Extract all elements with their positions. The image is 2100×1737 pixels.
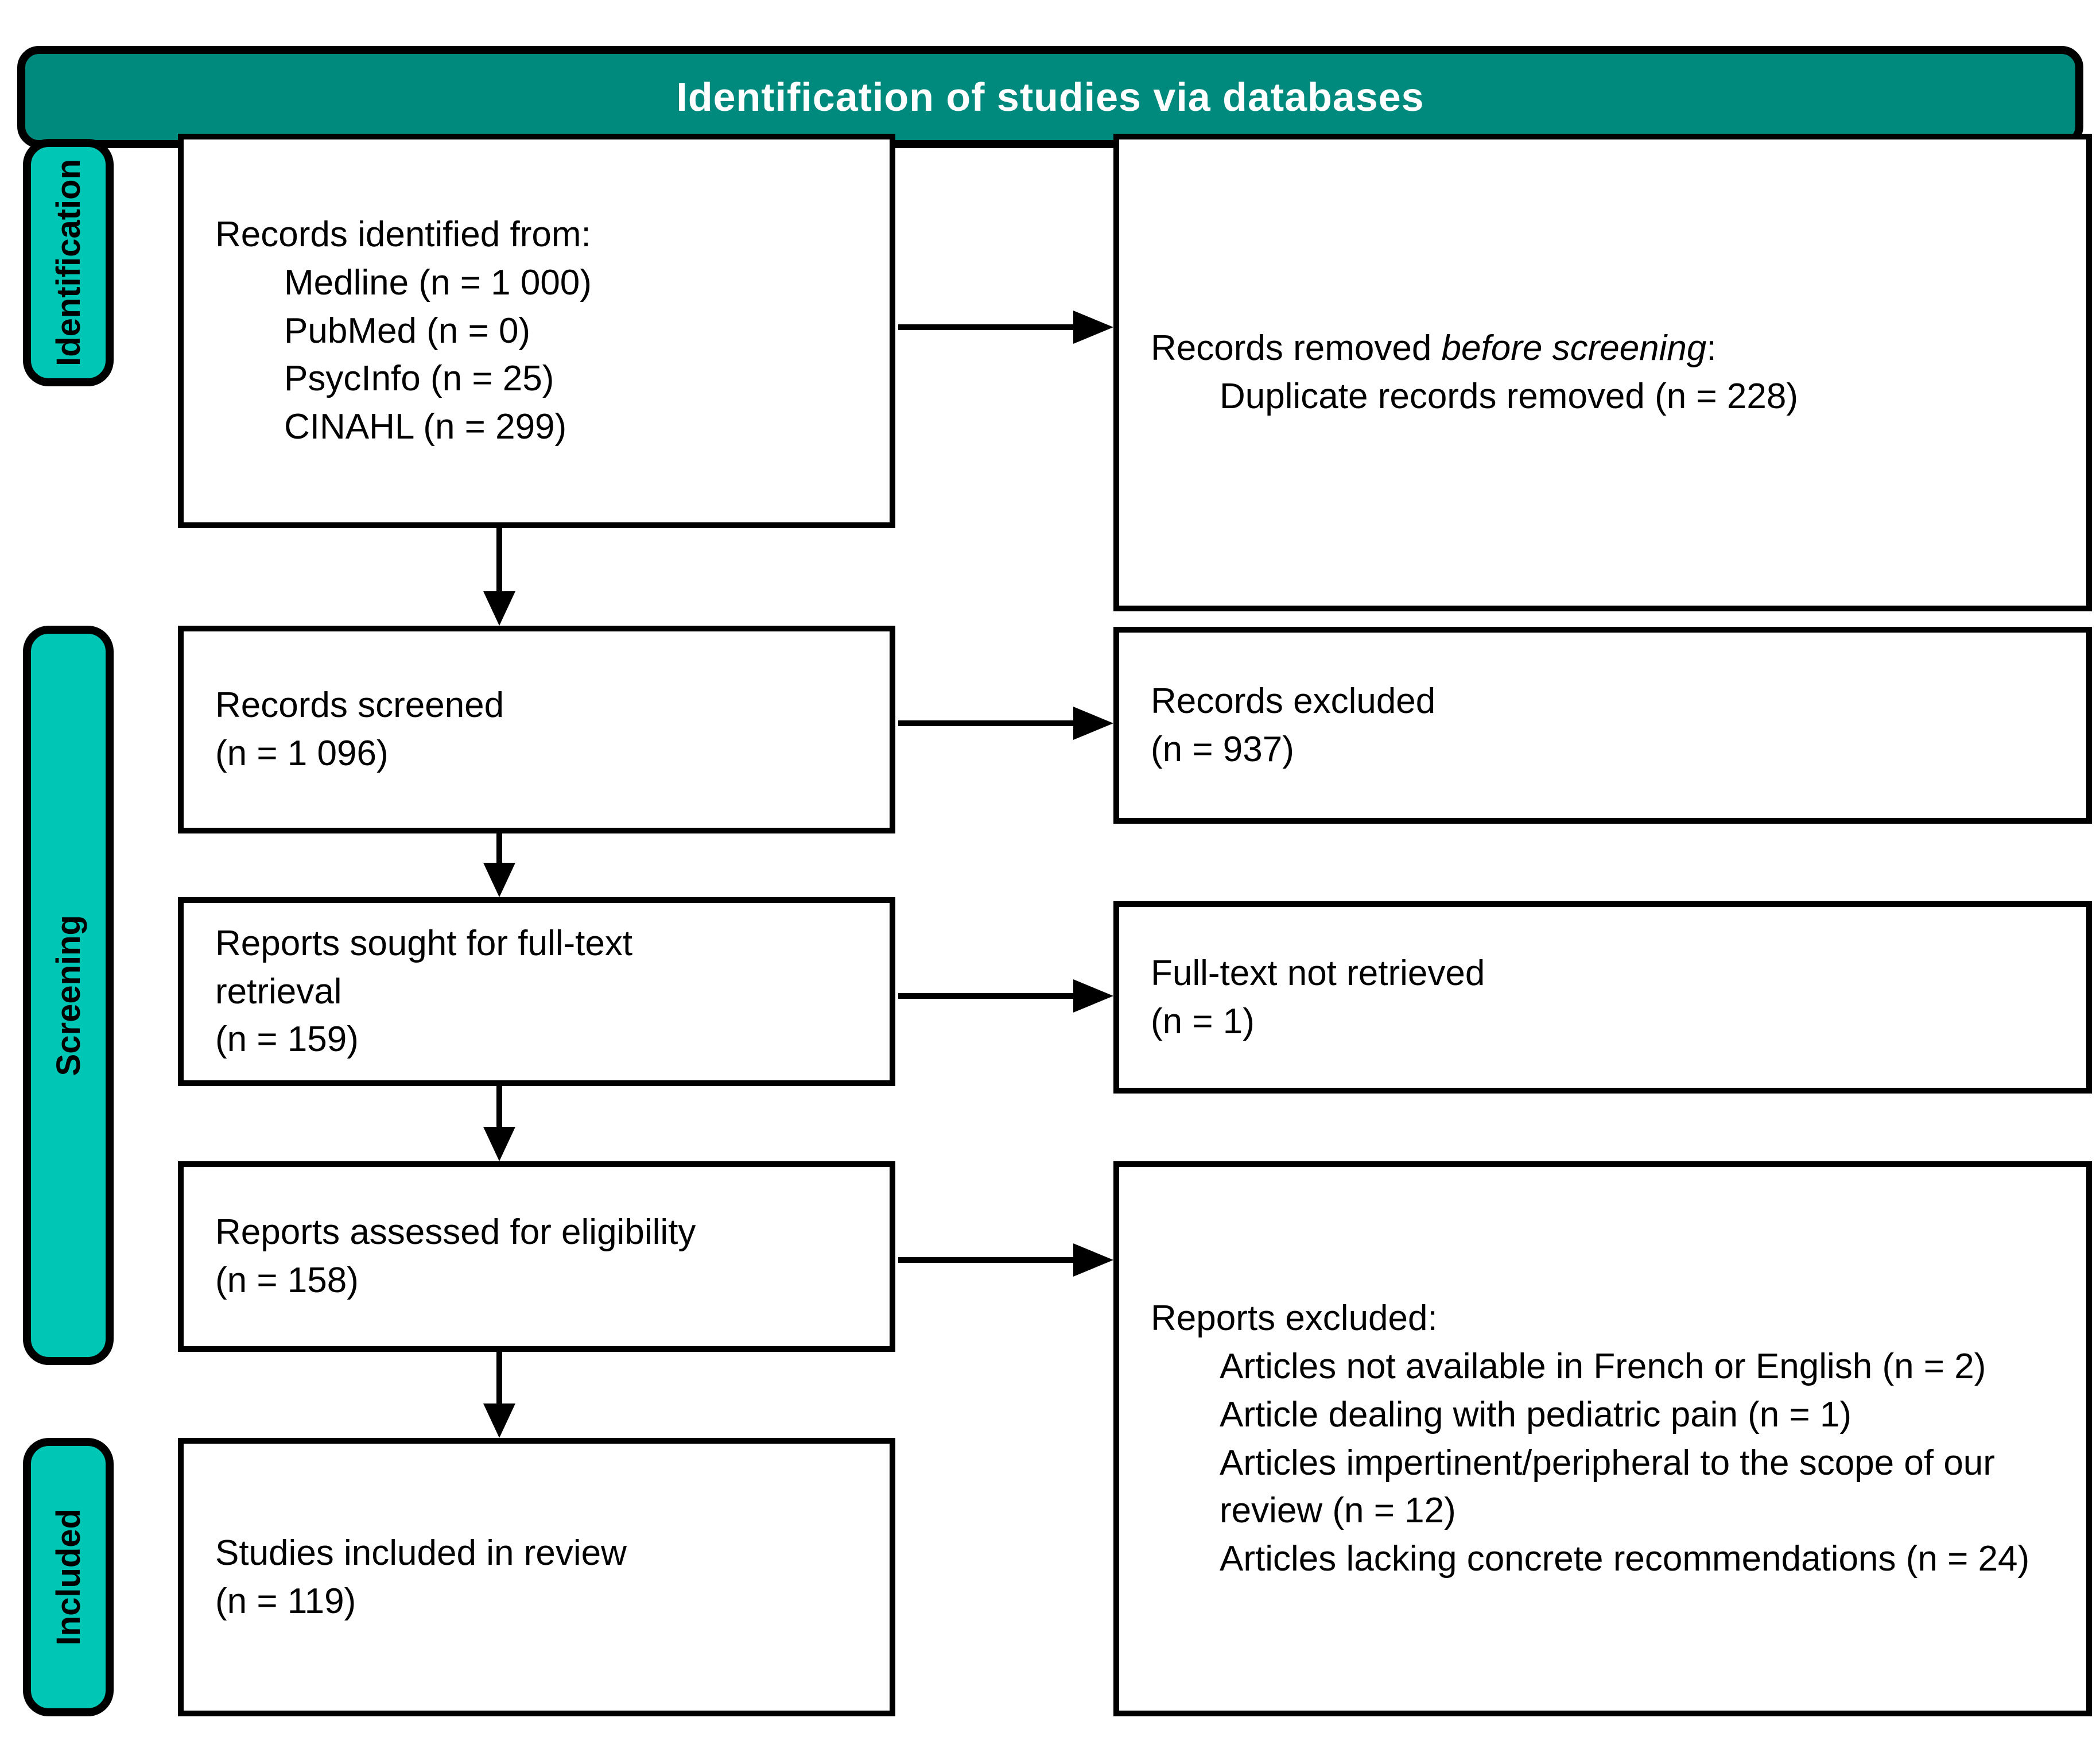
reports-excluded-item: Article dealing with pediatric pain (n =… — [1220, 1394, 1852, 1434]
stage-label-identification: Identification — [23, 139, 114, 386]
box-records-identified: Records identified from: Medline (n = 1 … — [178, 134, 895, 528]
stage-label-screening: Screening — [23, 626, 114, 1365]
box-reports-assessed: Reports assessed for eligibility (n = 15… — [178, 1161, 895, 1352]
database-item: Medline (n = 1 000) — [284, 262, 592, 303]
box-records-excluded-count: (n = 937) — [1151, 729, 1294, 769]
box-records-screened-line1: Records screened — [215, 685, 504, 726]
arrow-screened-to-excluded-head — [1073, 707, 1113, 740]
box-records-identified-title: Records identified from: — [215, 215, 591, 255]
arrow-identified-to-removed-line — [898, 324, 1073, 330]
box-fulltext-not-retrieved-count: (n = 1) — [1151, 1001, 1255, 1041]
box-studies-included-line1: Studies included in review — [215, 1533, 627, 1573]
box-reports-excluded-title: Reports excluded: — [1151, 1298, 1438, 1339]
box-records-removed: Records removed before screening: Duplic… — [1113, 134, 2092, 611]
header-title: Identification of studies via databases — [676, 75, 1424, 119]
records-removed-title-prefix: Records removed — [1151, 328, 1442, 369]
records-removed-item: Duplicate records removed (n = 228) — [1220, 377, 1798, 416]
records-removed-title-suffix: : — [1706, 328, 1717, 369]
stage-label-screening-text: Screening — [49, 914, 87, 1076]
arrow-identified-to-screened-head — [483, 591, 515, 626]
box-studies-included: Studies included in review (n = 119) — [178, 1438, 895, 1716]
box-reports-sought-line2: retrieval — [215, 971, 342, 1011]
box-reports-assessed-line1: Reports assessed for eligibility — [215, 1212, 696, 1253]
arrow-sought-to-notretrieved-head — [1073, 979, 1113, 1013]
arrow-sought-to-assessed-head — [483, 1127, 515, 1161]
arrow-identified-to-screened-line — [496, 528, 502, 594]
box-reports-sought-line1: Reports sought for full-text — [215, 923, 633, 963]
box-studies-included-count: (n = 119) — [215, 1581, 356, 1621]
box-fulltext-not-retrieved-line1: Full-text not retrieved — [1151, 953, 1485, 993]
database-item: PsycInfo (n = 25) — [284, 359, 554, 399]
box-records-excluded-line1: Records excluded — [1151, 681, 1436, 721]
arrow-screened-to-excluded-line — [898, 720, 1073, 726]
arrow-screened-to-sought-line — [496, 833, 502, 866]
arrow-assessed-to-reportsexcluded-line — [898, 1257, 1073, 1263]
database-item: PubMed (n = 0) — [284, 311, 531, 351]
box-reports-excluded: Reports excluded: Articles not available… — [1113, 1161, 2092, 1716]
box-reports-assessed-count: (n = 158) — [215, 1261, 359, 1300]
arrow-assessed-to-reportsexcluded-head — [1073, 1243, 1113, 1277]
database-item: CINAHL (n = 299) — [284, 407, 567, 447]
stage-label-included-text: Included — [49, 1509, 87, 1646]
stage-label-included: Included — [23, 1438, 114, 1716]
box-records-screened: Records screened (n = 1 096) — [178, 626, 895, 833]
box-records-excluded: Records excluded (n = 937) — [1113, 627, 2092, 824]
reports-excluded-item: Articles impertinent/peripheral to the s… — [1220, 1443, 1995, 1531]
arrow-sought-to-notretrieved-line — [898, 993, 1073, 999]
arrow-assessed-to-included-head — [483, 1403, 515, 1438]
box-records-removed-title: Records removed before screening: — [1151, 324, 2058, 373]
reports-excluded-item: Articles not available in French or Engl… — [1220, 1347, 1986, 1387]
box-records-screened-count: (n = 1 096) — [215, 734, 389, 773]
arrow-screened-to-sought-head — [483, 863, 515, 897]
header-banner: Identification of studies via databases — [17, 46, 2083, 148]
arrow-sought-to-assessed-line — [496, 1086, 502, 1130]
box-reports-sought: Reports sought for full-text retrieval (… — [178, 897, 895, 1086]
arrow-assessed-to-included-line — [496, 1352, 502, 1406]
arrow-identified-to-removed-head — [1073, 311, 1113, 344]
box-reports-sought-count: (n = 159) — [215, 1019, 359, 1060]
reports-excluded-item: Articles lacking concrete recommendation… — [1220, 1538, 2030, 1579]
records-removed-title-italic: before screening — [1441, 328, 1707, 369]
stage-label-identification-text: Identification — [49, 159, 87, 366]
box-fulltext-not-retrieved: Full-text not retrieved (n = 1) — [1113, 901, 2092, 1094]
